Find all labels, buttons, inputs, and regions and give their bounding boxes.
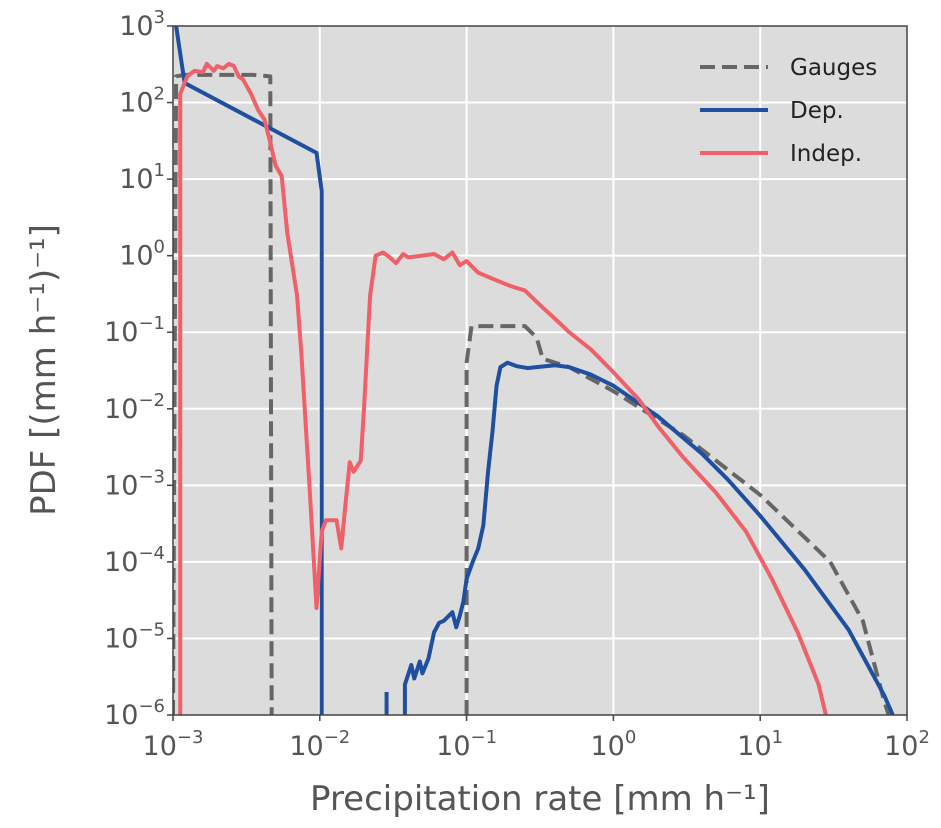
y-tick-label: 10−2 xyxy=(104,390,165,425)
y-tick-labels: 10−6 10−5 10−4 10−3 10−2 10−1 100 101 102 103 xyxy=(104,7,173,731)
legend-label: Gauges xyxy=(790,55,877,81)
y-tick-label: 103 xyxy=(119,7,165,42)
x-tick-label: 102 xyxy=(884,727,930,762)
legend: Gauges Dep. Indep. xyxy=(700,55,877,167)
x-tick-label: 100 xyxy=(590,727,636,762)
series-dep xyxy=(174,26,895,715)
x-tick-labels: 10−3 10−2 10−1 100 101 102 xyxy=(143,715,930,762)
series-gauges xyxy=(173,72,891,715)
y-tick-label: 100 xyxy=(119,237,165,272)
x-tick-label: 10−3 xyxy=(143,727,204,762)
y-tick-label: 10−6 xyxy=(104,696,165,731)
x-tick-label: 10−1 xyxy=(436,727,497,762)
legend-item: Dep. xyxy=(700,98,844,124)
y-tick-label: 10−3 xyxy=(104,466,165,501)
series-group xyxy=(173,26,895,715)
legend-label: Indep. xyxy=(790,141,862,167)
grid xyxy=(173,26,907,715)
series-line xyxy=(173,72,274,715)
series-indep xyxy=(178,61,828,715)
y-tick-label: 10−4 xyxy=(104,543,165,578)
y-tick-label: 101 xyxy=(119,160,165,195)
plot-background xyxy=(173,26,907,715)
plot-frame xyxy=(172,25,908,716)
y-tick-label: 10−1 xyxy=(104,313,165,348)
series-line xyxy=(174,26,324,715)
legend-item: Indep. xyxy=(700,141,862,167)
y-tick-label: 10−5 xyxy=(104,619,165,654)
x-tick-label: 10−2 xyxy=(289,727,350,762)
x-tick-label: 101 xyxy=(737,727,783,762)
series-line xyxy=(402,360,895,715)
series-line xyxy=(464,324,891,715)
y-tick-label: 102 xyxy=(119,84,165,119)
y-axis-title: PDF [(mm h⁻¹)⁻¹] xyxy=(24,224,64,516)
legend-item: Gauges xyxy=(700,55,877,81)
legend-label: Dep. xyxy=(790,98,844,124)
series-line xyxy=(178,61,828,715)
x-axis-title: Precipitation rate [mm h⁻¹] xyxy=(310,779,770,819)
